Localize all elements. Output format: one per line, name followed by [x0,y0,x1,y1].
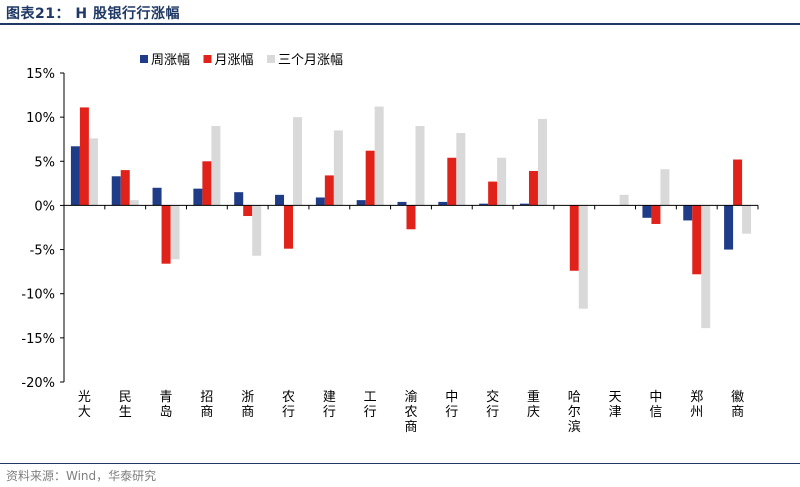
bar-月涨幅-交行 [488,181,498,206]
bar-月涨幅-哈尔滨 [569,205,579,271]
bar-周涨幅-浙商 [234,192,244,206]
bar-周涨幅-交行 [479,203,489,206]
bar-月涨幅-渝农商 [406,205,416,230]
x-tick-label: 光大 [78,390,91,420]
bar-三个月涨幅-青岛 [170,205,180,260]
y-tick-label: -20% [21,376,55,391]
bar-周涨幅-青岛 [152,187,162,206]
bar-周涨幅-建行 [315,197,325,206]
bar-周涨幅-民生 [111,176,121,206]
bar-三个月涨幅-重庆 [537,118,547,206]
bar-周涨幅-工行 [356,200,366,206]
bar-月涨幅-徽商 [733,159,743,206]
x-tick-label: 建行 [323,390,336,420]
bar-周涨幅-农行 [275,194,285,206]
source-note: 资料来源：Wind，华泰研究 [6,469,157,483]
bar-月涨幅-民生 [120,170,130,206]
bar-三个月涨幅-哈尔滨 [578,205,588,309]
bar-周涨幅-光大 [70,146,80,206]
x-tick-label: 农行 [282,390,295,420]
bar-月涨幅-浙商 [243,205,253,217]
x-tick-label: 重庆 [527,389,540,420]
bar-三个月涨幅-中行 [456,133,466,206]
x-tick-label: 浙商 [241,390,254,420]
bar-周涨幅-郑州 [683,205,693,221]
bar-三个月涨幅-郑州 [701,205,711,329]
title-divider [0,23,800,25]
legend-swatch [267,55,275,63]
bar-三个月涨幅-民生 [129,200,139,206]
bar-三个月涨幅-中信 [660,169,670,206]
bar-三个月涨幅-渝农商 [415,125,425,206]
bars [70,106,752,329]
bar-三个月涨幅-交行 [497,157,507,206]
legend-swatch [203,55,212,63]
x-tick-label: 交行 [486,389,499,420]
x-tick-label: 渝农商 [404,389,417,435]
y-tick-label: -5% [30,244,55,259]
x-tick-label: 工行 [364,390,377,420]
footer-divider [0,463,800,464]
bar-周涨幅-中信 [642,205,652,218]
x-tick-label: 民生 [119,390,132,420]
bar-月涨幅-招商 [202,161,212,206]
bar-月涨幅-光大 [79,107,89,206]
bar-周涨幅-中行 [438,201,448,206]
bar-周涨幅-重庆 [519,203,529,206]
bar-月涨幅-青岛 [161,205,171,264]
x-tick-label: 郑州 [690,390,703,420]
bar-三个月涨幅-光大 [88,138,98,206]
x-tick-label: 招商 [200,390,213,420]
bar-月涨幅-中行 [447,157,457,206]
y-tick-label: 10% [26,111,55,126]
x-tick-label: 中信 [649,390,662,420]
legend-label: 月涨幅 [215,53,254,68]
y-tick-label: -10% [21,288,55,303]
y-tick-label: -15% [21,332,55,347]
bar-周涨幅-徽商 [724,205,734,250]
y-tick-label: 15% [26,67,55,82]
legend-label: 三个月涨幅 [278,53,343,68]
bar-三个月涨幅-徽商 [742,205,752,234]
x-tick-label: 哈尔滨 [568,390,581,435]
x-tick-label: 天津 [609,390,622,420]
x-tick-label: 中行 [445,390,458,420]
bar-月涨幅-工行 [365,150,375,206]
bar-三个月涨幅-浙商 [252,205,262,256]
bar-三个月涨幅-招商 [211,125,221,206]
x-tick-label: 青岛 [160,390,173,420]
y-tick-label: 0% [34,199,55,214]
legend-swatch [140,55,148,63]
bar-月涨幅-农行 [284,205,294,249]
y-axis: 15% 10% 5% 0% -5% -10% -15% -20% [21,67,65,391]
bar-月涨幅-郑州 [692,205,702,275]
bar-周涨幅-招商 [193,188,203,206]
bar-三个月涨幅-天津 [619,194,629,206]
bar-三个月涨幅-工行 [374,106,384,206]
bar-三个月涨幅-农行 [293,117,303,206]
legend-label: 周涨幅 [151,53,190,68]
y-tick-label: 5% [34,155,55,170]
bar-月涨幅-中信 [651,205,661,224]
chart-title: 图表21： H 股银行行涨幅 [6,6,180,22]
bar-月涨幅-建行 [324,175,334,206]
x-tick-label: 徽商 [731,390,744,420]
bar-三个月涨幅-建行 [333,130,343,206]
chart-legend: 周涨幅 月涨幅 三个月涨幅 [140,53,343,68]
bar-月涨幅-重庆 [528,171,538,206]
bar-周涨幅-渝农商 [397,201,407,206]
